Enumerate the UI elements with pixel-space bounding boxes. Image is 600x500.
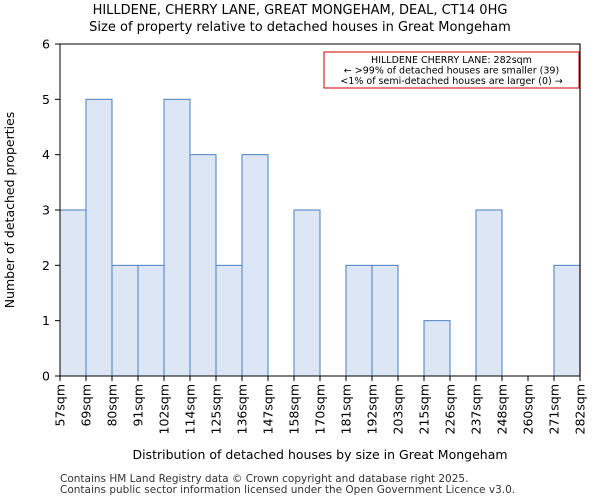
x-tick-label: 57sqm xyxy=(53,384,68,427)
x-tick-label: 203sqm xyxy=(391,384,406,434)
bar-181sqm xyxy=(345,264,373,377)
y-tick-label: 0 xyxy=(42,369,50,384)
x-tick-label: 237sqm xyxy=(469,384,484,434)
x-tick-label: 271sqm xyxy=(547,384,562,434)
x-tick-label: 114sqm xyxy=(183,384,198,434)
annotation-box: HILLDENE CHERRY LANE: 282sqm← >99% of de… xyxy=(323,51,580,89)
bar-114sqm xyxy=(189,154,217,377)
x-tick-label: 125sqm xyxy=(209,384,224,434)
x-tick-label: 69sqm xyxy=(79,384,94,427)
x-tick-label: 192sqm xyxy=(365,384,380,434)
bar-102sqm xyxy=(163,98,191,377)
y-tick-label: 1 xyxy=(42,313,50,328)
x-tick-label: 260sqm xyxy=(521,384,536,434)
bar-57sqm xyxy=(59,209,87,377)
footer-licence: Contains public sector information licen… xyxy=(60,484,516,496)
x-axis-label: Distribution of detached houses by size … xyxy=(132,447,507,462)
axes-frame xyxy=(59,43,581,377)
x-tick-label: 170sqm xyxy=(313,384,328,434)
y-tick-label: 4 xyxy=(42,147,50,162)
bar-91sqm xyxy=(137,264,165,377)
x-tick-label: 80sqm xyxy=(105,384,120,427)
y-tick-label: 3 xyxy=(42,203,50,218)
footer-copyright: Contains HM Land Registry data © Crown c… xyxy=(60,473,469,485)
bar-158sqm xyxy=(293,209,321,377)
bar-125sqm xyxy=(215,264,243,377)
y-tick-label: 2 xyxy=(42,258,50,273)
annotation-frame xyxy=(323,51,580,89)
bar-271sqm xyxy=(553,264,581,377)
y-tick-label: 6 xyxy=(42,37,50,52)
bar-80sqm xyxy=(111,264,139,377)
bar-215sqm xyxy=(423,320,451,377)
bar-69sqm xyxy=(85,98,113,377)
x-tick-label: 147sqm xyxy=(261,384,276,434)
annotation-line: <1% of semi-detached houses are larger (… xyxy=(340,76,562,87)
x-tick-label: 282sqm xyxy=(573,384,588,434)
bar-136sqm xyxy=(241,154,269,377)
chart-title-address: HILLDENE, CHERRY LANE, GREAT MONGEHAM, D… xyxy=(92,3,508,18)
y-axis-label: Number of detached properties xyxy=(2,112,17,309)
x-tick-label: 248sqm xyxy=(495,384,510,434)
x-tick-label: 91sqm xyxy=(131,384,146,427)
x-tick-label: 136sqm xyxy=(235,384,250,434)
y-tick-label: 5 xyxy=(42,92,50,107)
annotation-line: HILLDENE CHERRY LANE: 282sqm xyxy=(371,55,532,66)
bar-192sqm xyxy=(371,264,399,377)
annotation-line: ← >99% of detached houses are smaller (3… xyxy=(344,66,559,77)
chart-subtitle: Size of property relative to detached ho… xyxy=(89,20,511,35)
x-tick-label: 215sqm xyxy=(417,384,432,434)
x-tick-label: 102sqm xyxy=(157,384,172,434)
chart-area: 0 1 2 3 4 5 6 57sqm 69sqm 80sqm 91sqm 102sqm 114sqm… xyxy=(2,37,588,463)
x-tick-label: 181sqm xyxy=(339,384,354,434)
x-tick-label: 226sqm xyxy=(443,384,458,434)
x-tick-label: 158sqm xyxy=(287,384,302,434)
bar-237sqm xyxy=(475,209,503,377)
